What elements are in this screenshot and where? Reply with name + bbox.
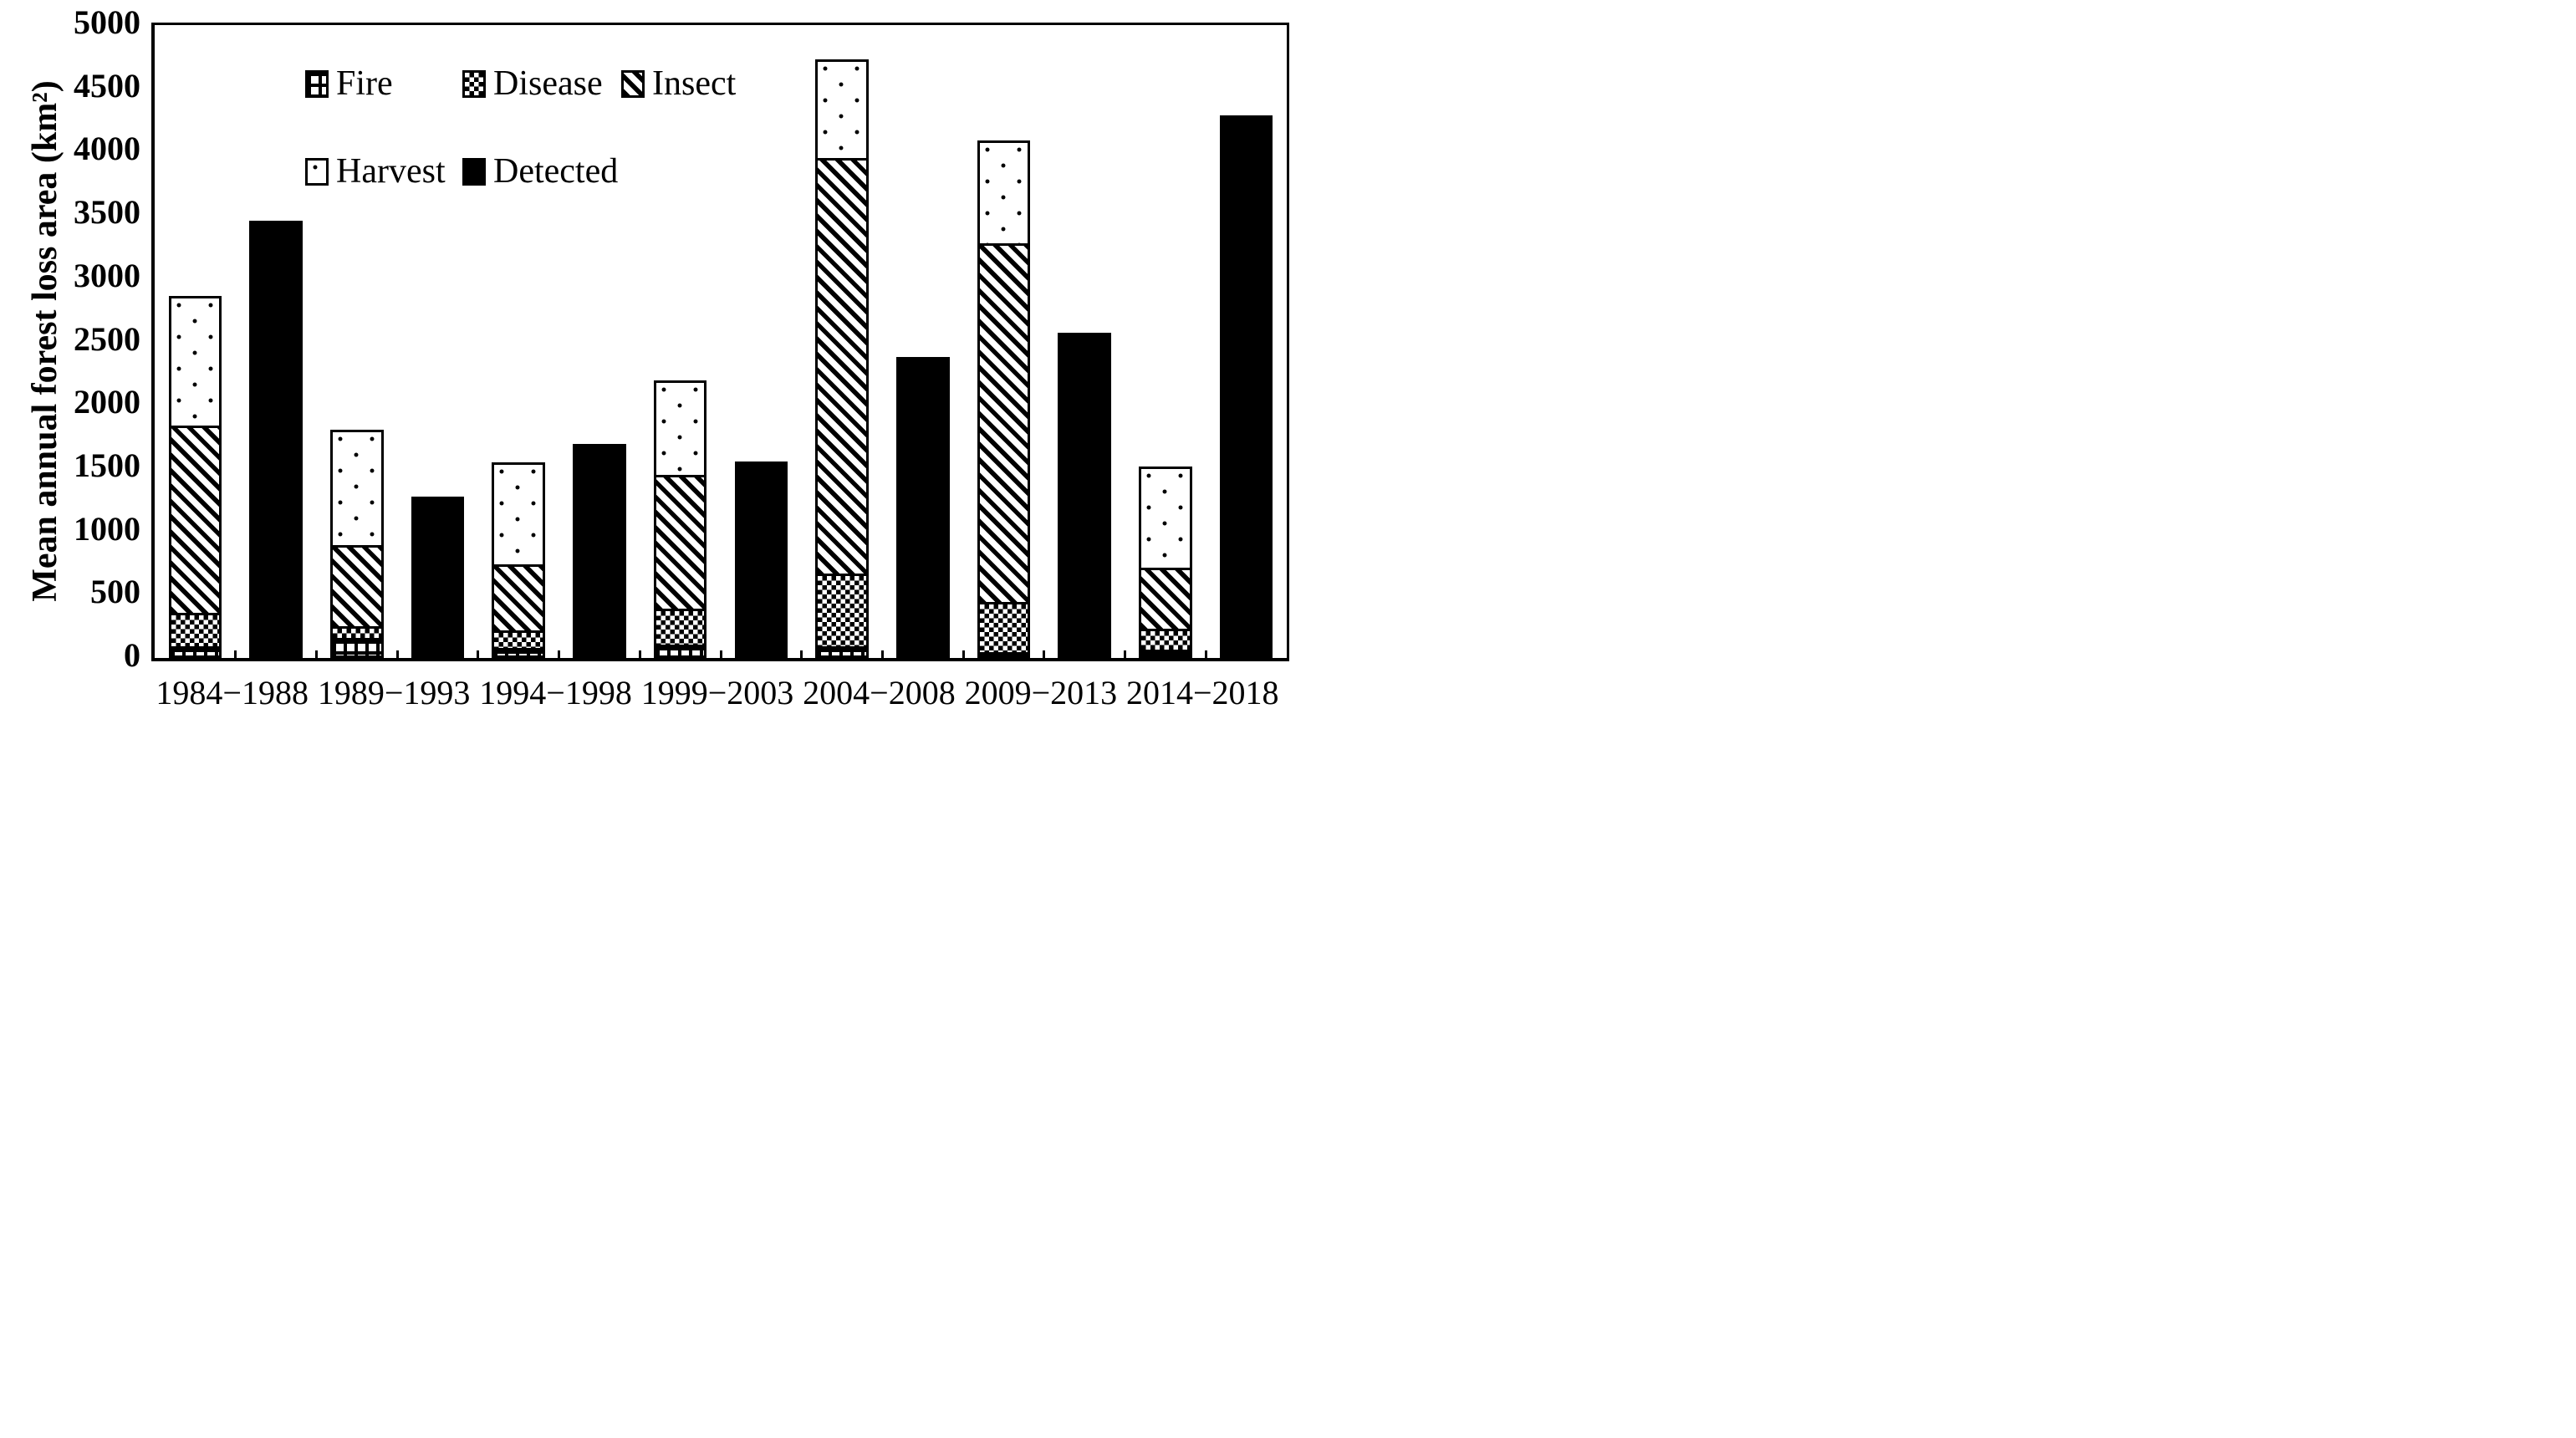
- x-axis-label: 2009−2013: [964, 674, 1118, 711]
- x-axis-tick: [234, 650, 237, 658]
- harvest-swatch-icon: [305, 157, 329, 186]
- insect-segment: [818, 158, 866, 574]
- disease-segment: [171, 613, 220, 646]
- disease-segment: [979, 602, 1028, 653]
- stacked-bar-1999−2003: [653, 380, 707, 658]
- stacked-bar-1994−1998: [492, 462, 545, 658]
- disease-segment: [333, 626, 381, 639]
- legend-label: Insect: [652, 64, 737, 103]
- disease-segment: [1141, 629, 1190, 650]
- disease-segment: [494, 630, 543, 649]
- harvest-segment: [494, 465, 543, 564]
- y-axis-label: 4000: [74, 130, 140, 168]
- detected-bar-1989−1993: [411, 496, 465, 658]
- harvest-segment: [818, 61, 866, 159]
- x-axis-label: 2014−2018: [1126, 674, 1279, 711]
- stacked-bar-2014−2018: [1139, 467, 1192, 658]
- legend-label: Disease: [493, 64, 603, 103]
- x-axis-tick: [477, 650, 480, 658]
- insect-segment: [1141, 568, 1190, 630]
- y-axis-label: 2000: [74, 383, 140, 421]
- harvest-segment: [655, 383, 705, 475]
- legend-label: Fire: [336, 64, 393, 103]
- x-axis-tick: [1204, 650, 1207, 658]
- harvest-segment: [333, 432, 381, 546]
- insect-segment: [655, 474, 705, 609]
- x-axis-tick: [558, 650, 561, 658]
- y-axis-label: 500: [90, 573, 140, 611]
- detected-bar-1984−1988: [249, 220, 303, 658]
- legend-item-insect: Insect: [621, 64, 736, 103]
- y-axis-label: 1500: [74, 446, 140, 484]
- detected-bar-2009−2013: [1058, 332, 1111, 658]
- y-axis-label: 1000: [74, 509, 140, 548]
- insect-segment: [494, 563, 543, 631]
- figure: Mean annual forest loss area (km²) 0 500 1…: [0, 0, 1289, 719]
- x-axis-tick: [880, 650, 884, 658]
- disease-segment: [655, 609, 705, 645]
- x-axis-tick: [395, 650, 399, 658]
- detected-bar-1994−1998: [573, 444, 626, 658]
- x-axis-label: 1989−1993: [317, 674, 471, 711]
- x-axis-tick: [719, 650, 722, 658]
- legend-item-harvest: Harvest: [305, 152, 446, 191]
- fire-segment: [655, 644, 705, 655]
- fire-segment: [1141, 650, 1190, 655]
- plot-area: [151, 23, 1289, 661]
- detected-swatch-icon: [462, 157, 486, 186]
- x-axis-tick: [314, 650, 318, 658]
- legend-label: Harvest: [336, 152, 446, 191]
- detected-bar-2004−2008: [896, 357, 950, 658]
- detected-bar-1999−2003: [734, 461, 788, 658]
- insect-swatch-icon: [621, 69, 645, 98]
- x-axis-tick: [800, 650, 803, 658]
- fire-swatch-icon: [305, 69, 329, 98]
- fire-segment: [171, 645, 220, 655]
- legend-item-disease: Disease: [462, 64, 603, 103]
- x-axis-label: 1984−1988: [156, 674, 309, 711]
- legend-item-fire: Fire: [305, 64, 393, 103]
- fire-segment: [494, 648, 543, 655]
- legend-item-detected: Detected: [462, 152, 618, 191]
- insect-segment: [979, 242, 1028, 603]
- stacked-bar-1989−1993: [330, 430, 384, 658]
- x-axis-label: 1994−1998: [479, 674, 632, 711]
- stacked-bar-2009−2013: [977, 140, 1031, 658]
- legend-label: Detected: [493, 152, 619, 191]
- x-axis-tick: [638, 650, 641, 658]
- stacked-bar-2004−2008: [815, 59, 869, 658]
- x-axis-tick: [962, 650, 965, 658]
- y-axis-label: 3000: [74, 256, 140, 294]
- x-axis-label: 2004−2008: [803, 674, 956, 711]
- x-axis-tick: [1124, 650, 1127, 658]
- x-axis-label: 1999−2003: [640, 674, 794, 711]
- detected-bar-2014−2018: [1219, 115, 1273, 658]
- y-axis-label: 5000: [74, 3, 140, 41]
- harvest-segment: [1141, 469, 1190, 569]
- harvest-segment: [171, 298, 220, 426]
- y-axis-label: 0: [124, 636, 140, 674]
- fire-segment: [979, 652, 1028, 655]
- y-axis-label: 3500: [74, 193, 140, 232]
- disease-segment: [818, 574, 866, 647]
- harvest-segment: [979, 142, 1028, 243]
- y-axis-label: 2500: [74, 319, 140, 358]
- x-axis-tick: [1043, 650, 1046, 658]
- disease-swatch-icon: [462, 69, 486, 98]
- insect-segment: [333, 545, 381, 627]
- fire-segment: [818, 646, 866, 655]
- y-axis-label: 4500: [74, 66, 140, 105]
- stacked-bar-1984−1988: [168, 296, 222, 658]
- fire-segment: [333, 638, 381, 656]
- insect-segment: [171, 426, 220, 614]
